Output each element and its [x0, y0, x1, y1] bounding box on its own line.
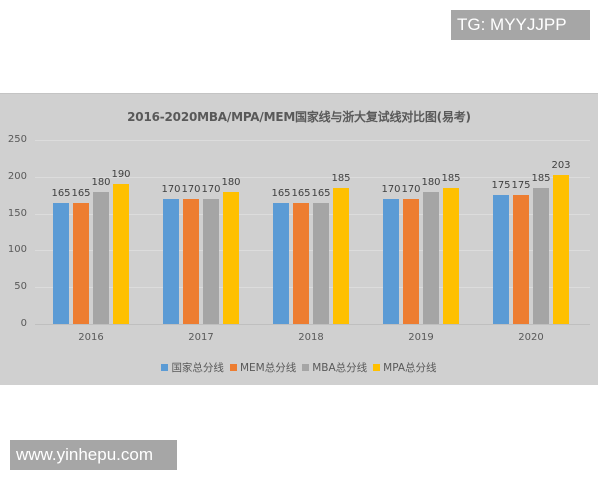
y-tick-label: 50 [14, 281, 27, 293]
data-label: 165 [291, 187, 311, 199]
x-tick-label: 2019 [408, 332, 434, 343]
legend-label: MPA总分线 [383, 362, 437, 374]
legend-swatch-icon [302, 364, 310, 371]
gridline [35, 140, 590, 141]
data-label: 170 [401, 183, 421, 195]
bar-2020-3 [553, 174, 569, 324]
bar-2017-1 [183, 198, 199, 324]
y-tick-label: 0 [20, 318, 27, 329]
data-label: 170 [181, 183, 201, 195]
data-label: 175 [511, 180, 531, 192]
data-label: 170 [381, 183, 401, 195]
bar-2020-1 [513, 195, 529, 324]
bar-2020-2 [533, 187, 549, 324]
y-tick-label: 200 [7, 170, 27, 182]
chart-legend: 国家总分线 MEM总分线 MBA总分线 MPA总分线 [0, 360, 598, 375]
y-tick-label: 250 [7, 134, 27, 145]
data-label: 165 [311, 187, 331, 199]
x-tick-label: 2018 [298, 332, 324, 343]
data-label: 203 [551, 159, 571, 171]
legend-swatch-icon [373, 364, 381, 371]
data-label: 185 [531, 172, 551, 184]
legend-item: 国家总分线 [161, 360, 224, 375]
data-label: 190 [111, 169, 131, 181]
data-label: 175 [491, 180, 511, 192]
plot-area: 0 50 100 150 200 250 165 165 180 190 2016 170 170 170… [0, 94, 598, 385]
gridline [35, 213, 590, 215]
data-label: 180 [421, 176, 441, 188]
bar-2019-2 [423, 191, 439, 324]
data-label: 170 [201, 183, 221, 195]
legend-label: 国家总分线 [171, 362, 224, 374]
legend-item: MPA总分线 [373, 360, 437, 375]
bar-2020-0 [493, 195, 509, 324]
bar-2017-0 [163, 198, 179, 324]
x-tick-label: 2020 [518, 332, 544, 343]
gridline [35, 250, 590, 252]
bar-2018-2 [313, 202, 329, 324]
bar-2018-3 [333, 187, 349, 324]
bar-2019-0 [383, 198, 399, 324]
data-label: 165 [71, 187, 91, 199]
watermark-bottom: www.yinhepu.com [10, 440, 177, 470]
y-tick-label: 150 [7, 207, 27, 219]
legend-swatch-icon [161, 364, 169, 371]
legend-label: MEM总分线 [239, 362, 297, 374]
bar-2016-2 [93, 191, 109, 324]
chart-title: 2016-2020MBA/MPA/MEM国家线与浙大复试线对比图(易考) [127, 110, 471, 124]
bar-2017-2 [203, 198, 219, 324]
legend-item: MEM总分线 [229, 360, 297, 375]
bar-2016-0 [53, 202, 69, 324]
data-label: 180 [91, 176, 111, 188]
data-label: 185 [441, 172, 461, 184]
data-label: 170 [161, 183, 181, 195]
bar-2018-0 [273, 202, 289, 324]
data-label: 165 [271, 187, 291, 199]
bar-2017-3 [223, 191, 239, 324]
bar-2018-1 [293, 202, 309, 324]
chart-panel: 2016-2020MBA/MPA/MEM国家线与浙大复试线对比图(易考) 0 50… [0, 93, 598, 385]
bar-2019-1 [403, 198, 419, 324]
legend-swatch-icon [229, 364, 237, 371]
legend-label: MBA总分线 [312, 362, 368, 374]
bar-2016-3 [113, 184, 129, 324]
gridline [35, 287, 590, 289]
data-label: 185 [331, 172, 351, 184]
bar-2019-3 [443, 187, 459, 324]
watermark-top: TG: MYYJJPP [451, 10, 590, 40]
legend-item: MBA总分线 [302, 360, 367, 375]
y-tick-label: 100 [7, 244, 27, 256]
data-label: 180 [221, 176, 241, 188]
x-axis-line [35, 324, 590, 325]
x-tick-label: 2016 [78, 332, 104, 343]
bar-2016-1 [73, 202, 89, 324]
data-label: 165 [51, 187, 71, 199]
gridline [35, 176, 590, 178]
x-tick-label: 2017 [188, 332, 214, 343]
